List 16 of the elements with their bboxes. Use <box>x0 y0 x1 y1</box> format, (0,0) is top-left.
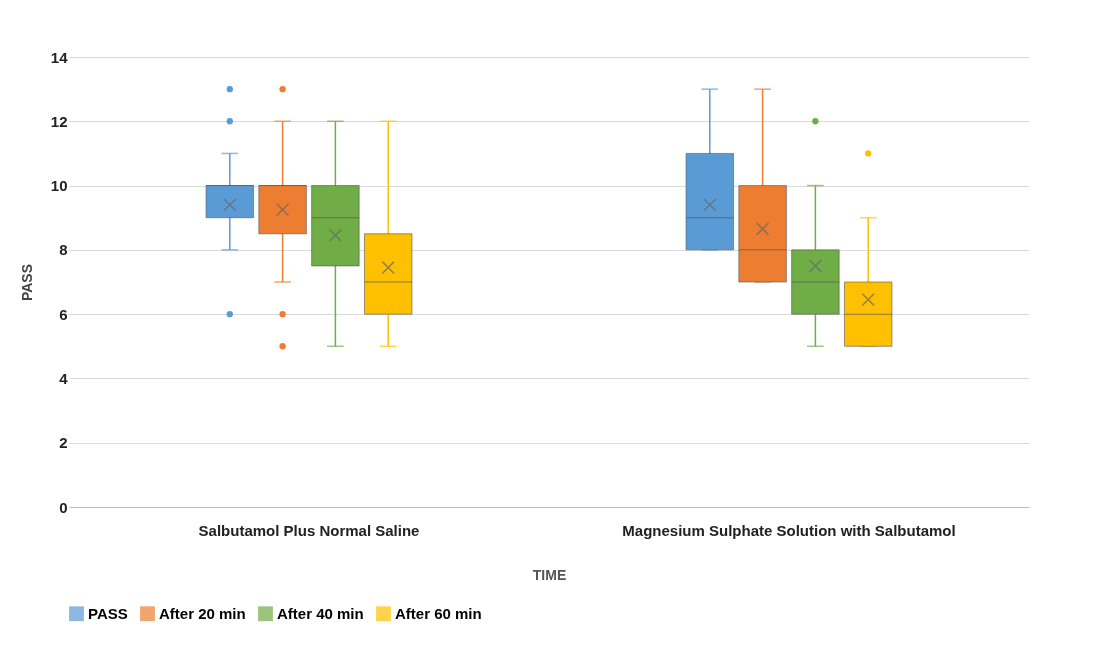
y-tick-label: 4 <box>59 369 69 387</box>
legend-label: After 40 min <box>277 604 364 622</box>
y-tick-label: 0 <box>59 498 68 516</box>
y-tick-label: 2 <box>59 434 68 452</box>
x-tick-label: Salbutamol Plus Normal Saline <box>198 521 420 539</box>
y-tick-label: 6 <box>59 305 68 323</box>
y-tick-label: 8 <box>59 241 68 259</box>
y-tick-label: 10 <box>50 177 68 195</box>
legend-label: PASS <box>88 604 128 622</box>
x-tick-label: Magnesium Sulphate Solution with Salbutamol <box>622 521 956 539</box>
y-tick-label: 12 <box>50 112 68 130</box>
legend-label: After 20 min <box>159 604 246 622</box>
x-axis-title: TIME <box>532 566 567 583</box>
y-tick-label: 14 <box>50 48 69 66</box>
legend-label: After 60 min <box>395 604 482 622</box>
y-axis-title: PASS <box>18 263 35 302</box>
